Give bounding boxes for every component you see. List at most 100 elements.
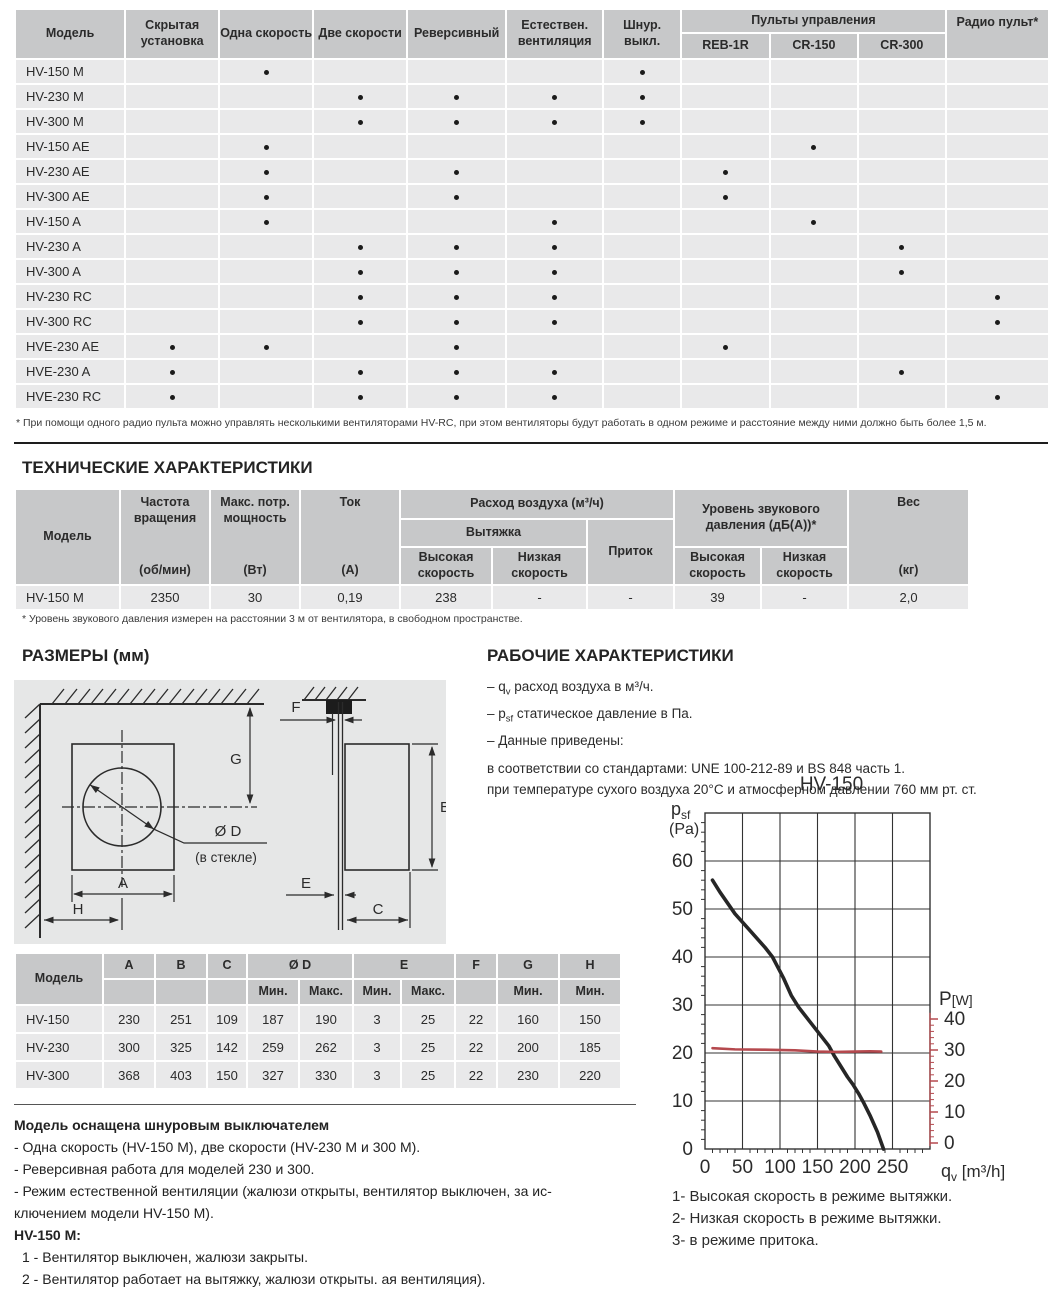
tech-col-current: Ток (А)	[301, 490, 399, 584]
dim-value: 150	[208, 1062, 246, 1088]
dim-value: 3	[354, 1062, 401, 1088]
tech-footnote: * Уровень звукового давления измерен на …	[22, 613, 523, 625]
dim-value: 25	[402, 1034, 455, 1060]
feature-cell	[314, 360, 407, 383]
table-row: HV-230 AE	[16, 160, 1048, 183]
feature-cell	[408, 335, 506, 358]
feature-cell	[126, 85, 219, 108]
dot-marker	[899, 245, 905, 251]
feature-cell	[770, 235, 857, 258]
arrowhead	[326, 716, 336, 724]
feature-cell	[408, 210, 506, 233]
spacer-cell	[104, 980, 154, 1004]
model-label: HV-300 AE	[16, 185, 125, 208]
dim-value: 330	[300, 1062, 353, 1088]
dim-col-diameter: Ø D	[248, 954, 353, 978]
tech-col-speed-label: Частота вращения	[133, 495, 197, 525]
svg-text:40: 40	[672, 947, 693, 968]
arrowhead	[144, 820, 154, 830]
feature-cell	[314, 160, 407, 183]
dim-value: 300	[104, 1034, 154, 1060]
dim-sub-min: Мин.	[354, 980, 401, 1004]
feature-cell	[507, 135, 603, 158]
tech-group-noise: Уровень звукового давления (дБ(А))*	[675, 490, 848, 546]
dim-col-c: C	[208, 954, 246, 978]
table-row: HV-300 M	[16, 110, 1048, 133]
spacer-cell	[156, 980, 206, 1004]
dot-marker	[263, 220, 269, 226]
dim-value: 160	[498, 1006, 559, 1032]
dim-label-diameter: Ø D	[215, 823, 242, 840]
dim-value: 150	[560, 1006, 621, 1032]
model-label: HV-300 A	[16, 260, 125, 283]
feature-cell	[858, 160, 945, 183]
feature-cell	[858, 85, 945, 108]
feature-cell	[682, 160, 769, 183]
tech-value: 238	[401, 586, 491, 609]
feature-cell	[220, 110, 313, 133]
dim-label-glass: (в стекле)	[195, 850, 257, 865]
arrowhead	[345, 891, 355, 899]
arrowhead	[398, 916, 408, 924]
feature-cell	[314, 60, 407, 83]
dot-marker	[263, 145, 269, 151]
feature-cell	[946, 360, 1048, 383]
tech-group-airflow: Расход воздуха (м³/ч)	[401, 490, 674, 518]
dot-marker	[357, 395, 363, 401]
table-row: HV-230 A	[16, 235, 1048, 258]
dot-marker	[454, 320, 460, 326]
dimensions-diagram-panel: G A H Ø D (в стекле) F B E C	[14, 680, 450, 944]
dim-value: 230	[498, 1062, 559, 1088]
note-line: - Реверсивная работа для моделей 230 и 3…	[14, 1161, 315, 1177]
dim-col-b: B	[156, 954, 206, 978]
col-header-one-speed: Одна скорость	[220, 10, 313, 58]
dot-marker	[454, 345, 460, 351]
feature-cell	[408, 160, 506, 183]
notes-block: Модель оснащена шнуровым выключателем - …	[14, 1104, 636, 1290]
legend-item: 1- Высокая скорость в режиме вытяжки.	[672, 1188, 953, 1205]
svg-text:HV-150: HV-150	[800, 774, 863, 795]
feature-cell	[604, 360, 681, 383]
dot-marker	[263, 345, 269, 351]
tech-col-exhaust-low: Низкая скорость	[493, 548, 586, 584]
dim-value: 259	[248, 1034, 298, 1060]
arrowhead	[109, 916, 119, 924]
feature-cell	[770, 260, 857, 283]
feature-cell	[507, 285, 603, 308]
feature-cell	[408, 285, 506, 308]
dot-marker	[454, 245, 460, 251]
feature-cell	[682, 185, 769, 208]
dim-col-h: H	[560, 954, 621, 978]
feature-cell	[770, 385, 857, 408]
feature-cell	[682, 110, 769, 133]
svg-text:0: 0	[682, 1139, 693, 1160]
feature-cell	[858, 260, 945, 283]
feature-cell	[770, 60, 857, 83]
col-header-reversible: Реверсивный	[408, 10, 506, 58]
arrowhead	[246, 707, 254, 717]
feature-cell	[682, 135, 769, 158]
feature-cell	[946, 135, 1048, 158]
feature-cell	[126, 360, 219, 383]
feature-cell	[220, 210, 313, 233]
tech-value: 30	[211, 586, 299, 609]
table-row: HV-150 230 251 109 187 190 3 25 22 160 150	[16, 1006, 621, 1032]
feature-cell	[220, 285, 313, 308]
feature-cell	[858, 235, 945, 258]
tech-col-noise-high: Высокая скорость	[675, 548, 761, 584]
col-header-radio-remote: Радио пульт*	[946, 10, 1048, 58]
feature-cell	[126, 60, 219, 83]
chart-series	[710, 878, 886, 1151]
arrowhead	[428, 858, 436, 868]
col-group-controls: Пульты управления	[682, 10, 945, 32]
feature-cell	[507, 85, 603, 108]
feature-cell	[220, 360, 313, 383]
feature-cell	[604, 385, 681, 408]
feature-cell	[604, 185, 681, 208]
dot-marker	[639, 70, 645, 76]
feature-cell	[408, 135, 506, 158]
note-line: - Одна скорость (HV-150 M), две скорости…	[14, 1139, 421, 1155]
feature-cell	[682, 60, 769, 83]
dim-value: 368	[104, 1062, 154, 1088]
feature-cell	[507, 335, 603, 358]
